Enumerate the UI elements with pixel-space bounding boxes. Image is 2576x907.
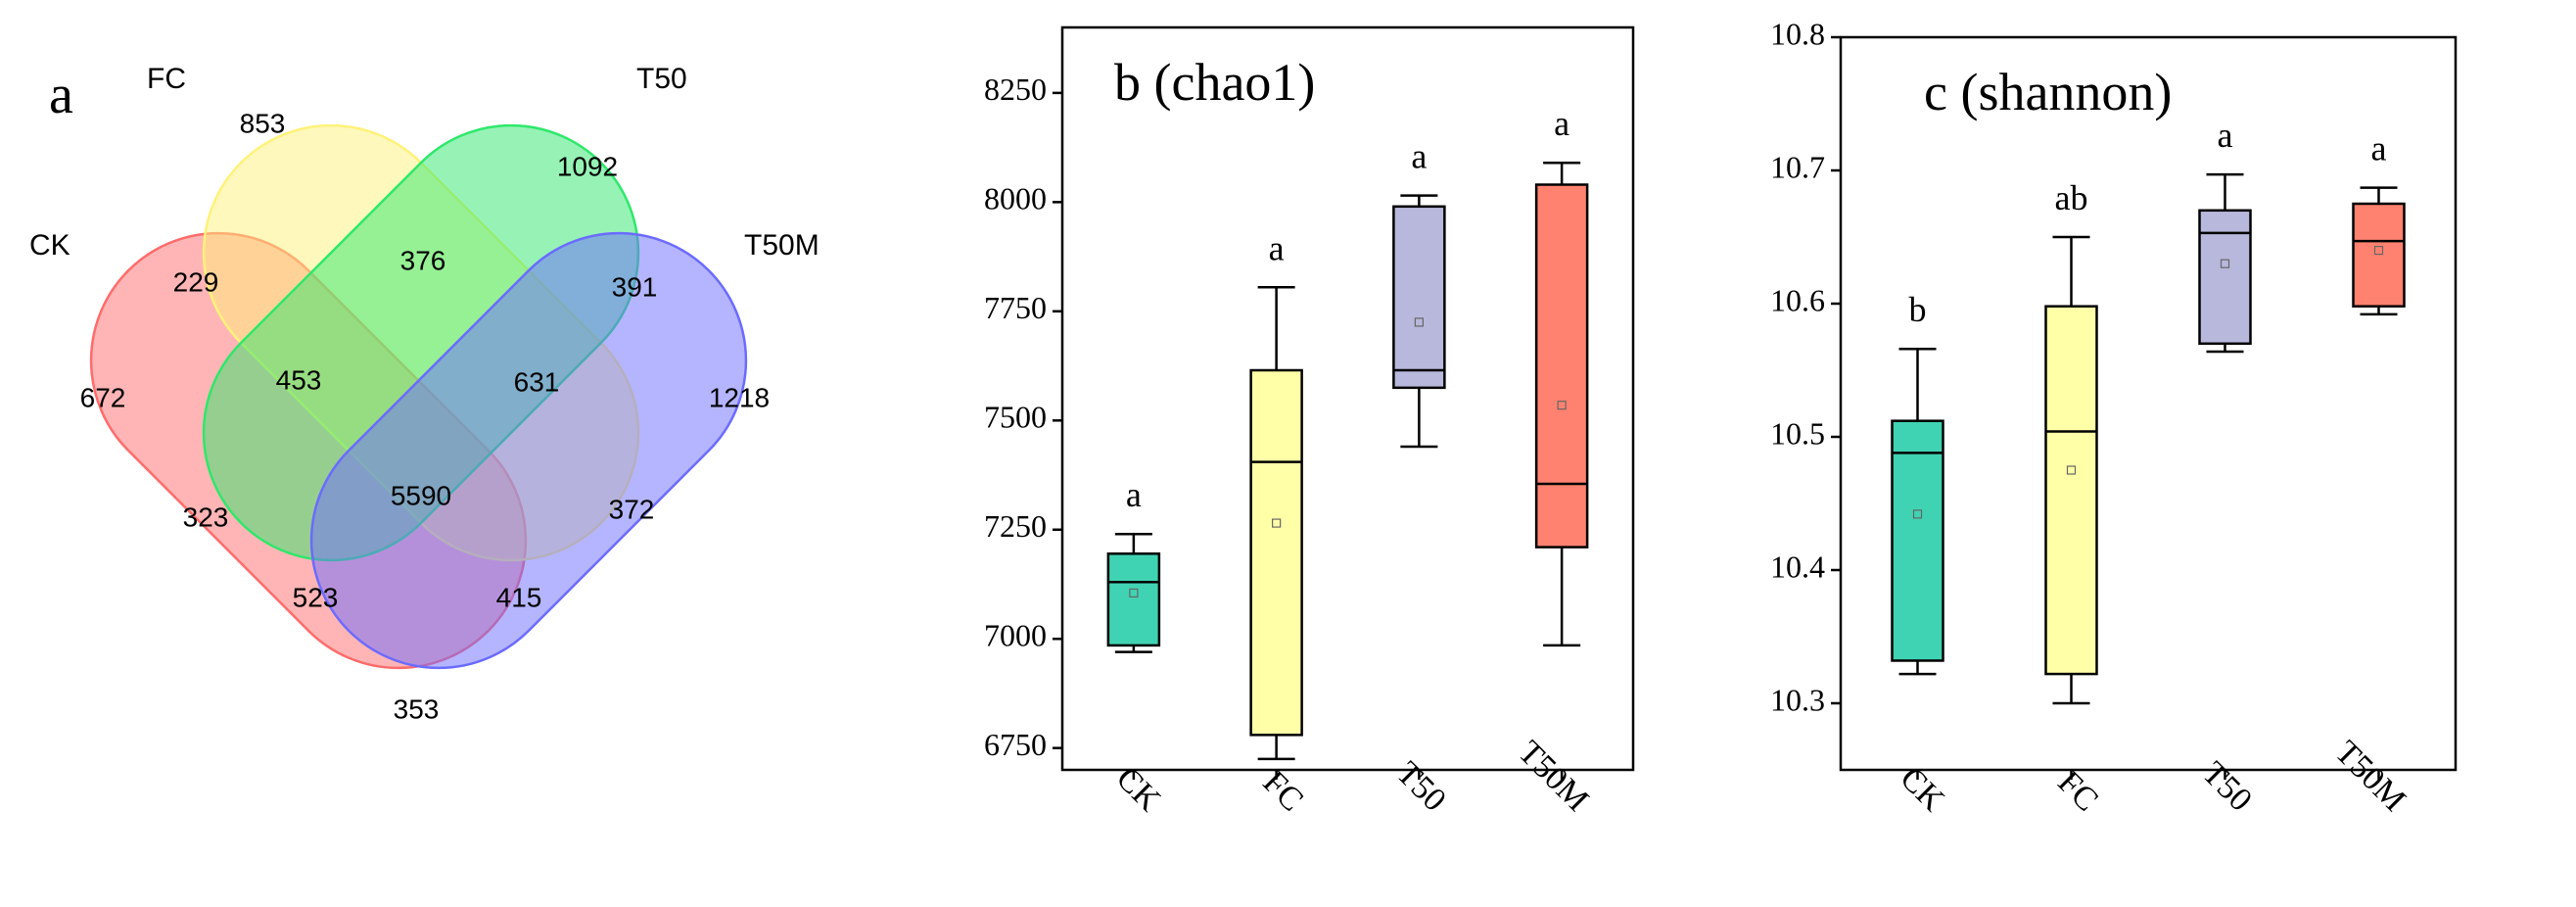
chart-title: c (shannon) bbox=[1924, 63, 2172, 121]
venn-set-label-ck: CK bbox=[29, 229, 70, 262]
venn-region-ck-fc: 229 bbox=[173, 266, 219, 297]
y-tick-label: 7500 bbox=[984, 400, 1047, 435]
mean-marker bbox=[1129, 588, 1139, 598]
plot-frame bbox=[1060, 25, 1635, 772]
y-tick-label: 6750 bbox=[984, 727, 1047, 762]
venn-region-fc-t50: 376 bbox=[400, 245, 446, 275]
x-tick-label-t50: T50 bbox=[2195, 755, 2259, 819]
box-t50m: a bbox=[1534, 104, 1589, 647]
box-fc: ab bbox=[2044, 178, 2098, 705]
mean-marker bbox=[2220, 259, 2230, 268]
y-tick-label: 10.8 bbox=[1770, 16, 1825, 51]
box-iqr bbox=[2352, 202, 2406, 308]
box-iqr bbox=[1891, 419, 1944, 662]
significance-letter: a bbox=[2371, 129, 2387, 168]
y-tick-label: 10.6 bbox=[1770, 282, 1825, 317]
significance-letter: a bbox=[1269, 228, 1285, 267]
panel-label-a: a bbox=[49, 65, 73, 125]
venn-shapes bbox=[89, 123, 748, 670]
mean-marker bbox=[1557, 401, 1567, 410]
x-tick-label-t50m: T50M bbox=[2328, 734, 2412, 818]
venn-region-ck-t50: 323 bbox=[183, 501, 229, 532]
box-iqr bbox=[1534, 183, 1589, 549]
venn-region-ck-fc-t50-t50m: 5590 bbox=[391, 480, 451, 510]
box-t50m: a bbox=[2352, 129, 2406, 316]
box-iqr bbox=[1249, 368, 1303, 737]
significance-letter: a bbox=[1411, 137, 1427, 176]
y-tick-label: 10.5 bbox=[1770, 415, 1825, 451]
mean-marker bbox=[1272, 518, 1282, 528]
venn-diagram: CK FC T50 T50M a 853 1092 672 1218 229 376 391 453 63… bbox=[29, 63, 820, 724]
mean-marker bbox=[1912, 509, 1923, 519]
chart-title: b (chao1) bbox=[1114, 53, 1315, 112]
box-ck: b bbox=[1891, 290, 1944, 676]
box-iqr bbox=[1106, 552, 1161, 647]
venn-set-label-fc: FC bbox=[147, 63, 186, 95]
x-tick-label-fc: FC bbox=[2050, 764, 2105, 819]
box-iqr bbox=[2198, 209, 2252, 346]
box-iqr bbox=[1392, 205, 1446, 390]
box-iqr bbox=[2044, 305, 2098, 676]
y-tick-label: 10.7 bbox=[1770, 149, 1825, 184]
significance-letter: a bbox=[1554, 104, 1569, 143]
y-tick-label: 8000 bbox=[984, 181, 1047, 216]
y-tick-label: 10.3 bbox=[1770, 682, 1825, 717]
venn-region-fc: 853 bbox=[240, 108, 286, 138]
mean-marker bbox=[2373, 246, 2384, 256]
venn-set-t50m bbox=[309, 231, 748, 670]
venn-region-ck: 672 bbox=[80, 382, 126, 412]
venn-region-fc-t50m: 372 bbox=[609, 494, 655, 524]
x-tick-label-t50m: T50M bbox=[1511, 734, 1595, 818]
significance-letter: ab bbox=[2055, 178, 2088, 217]
plot-frame bbox=[1839, 35, 2458, 772]
mean-marker bbox=[2066, 465, 2077, 475]
venn-region-fc-t50-t50m: 631 bbox=[514, 366, 560, 397]
venn-region-t50m: 1218 bbox=[709, 382, 770, 412]
venn-region-ck-fc-t50: 453 bbox=[276, 364, 322, 395]
mean-marker bbox=[1414, 317, 1424, 327]
x-tick-label-fc: FC bbox=[1256, 764, 1311, 819]
significance-letter: a bbox=[1126, 475, 1142, 514]
venn-set-label-t50m: T50M bbox=[744, 229, 820, 262]
venn-set-label-t50: T50 bbox=[636, 63, 687, 95]
y-tick-label: 7000 bbox=[984, 618, 1047, 653]
box-ck: a bbox=[1106, 475, 1161, 653]
y-tick-label: 8250 bbox=[984, 72, 1047, 107]
box-t50: a bbox=[1392, 137, 1446, 449]
venn-region-ck-t50m: 353 bbox=[394, 693, 440, 724]
significance-letter: a bbox=[2218, 116, 2233, 155]
significance-letter: b bbox=[1909, 290, 1927, 329]
venn-region-t50: 1092 bbox=[557, 151, 618, 181]
venn-labels: CK FC T50 T50M a 853 1092 672 1218 229 376 391 453 63… bbox=[29, 63, 820, 724]
x-tick-label-t50: T50 bbox=[1389, 755, 1453, 819]
venn-region-ck-t50-t50m: 523 bbox=[293, 582, 339, 612]
box-fc: a bbox=[1249, 228, 1303, 761]
y-tick-label: 7750 bbox=[984, 290, 1047, 325]
venn-region-t50-t50m: 391 bbox=[612, 271, 658, 302]
box-t50: a bbox=[2198, 116, 2252, 354]
venn-region-ck-fc-t50m: 415 bbox=[496, 582, 542, 612]
y-tick-label: 7250 bbox=[984, 508, 1047, 544]
y-tick-label: 10.4 bbox=[1770, 549, 1825, 584]
